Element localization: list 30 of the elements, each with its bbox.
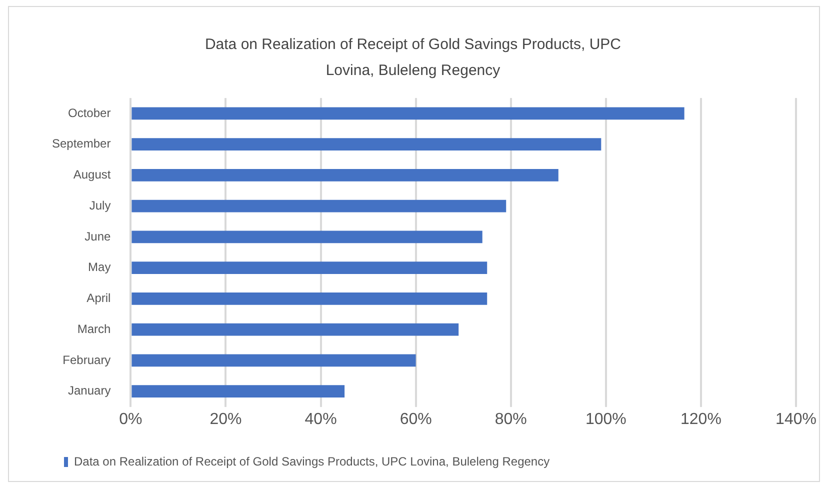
y-tick-label: February xyxy=(62,352,111,367)
y-tick-label: August xyxy=(73,168,112,182)
y-tick-label: May xyxy=(88,260,111,274)
y-tick-label: June xyxy=(84,229,112,244)
x-tick-label: 140% xyxy=(776,410,816,428)
y-tick-label: October xyxy=(68,106,111,120)
y-tick-label: April xyxy=(86,291,111,306)
bar xyxy=(132,323,459,336)
bar xyxy=(132,292,488,305)
bar xyxy=(132,200,506,212)
x-tick-label: 0% xyxy=(119,410,142,428)
bar xyxy=(132,169,558,182)
y-tick-label: March xyxy=(77,322,111,336)
bar xyxy=(132,354,416,367)
y-tick-label: July xyxy=(89,198,111,212)
x-tick-label: 100% xyxy=(585,410,626,428)
bar xyxy=(132,385,345,398)
x-tick-label: 40% xyxy=(304,410,337,428)
y-tick-label: September xyxy=(52,136,111,151)
x-tick-label: 80% xyxy=(494,410,527,428)
bar xyxy=(132,262,488,274)
legend-label: Data on Realization of Receipt of Gold Savings Products, UPC Lovina, Buleleng Regency xyxy=(74,454,550,468)
bar xyxy=(132,107,684,120)
bar xyxy=(132,230,482,244)
chart-title: Data on Realization of Receipt of Gold Savings Products, UPC Lovina, Buleleng Regency xyxy=(204,35,622,81)
y-tick-label: January xyxy=(68,384,111,398)
x-tick-label: 120% xyxy=(680,410,722,428)
x-tick-label: 60% xyxy=(400,410,432,428)
x-tick-label: 20% xyxy=(210,410,242,428)
bar xyxy=(132,138,602,150)
